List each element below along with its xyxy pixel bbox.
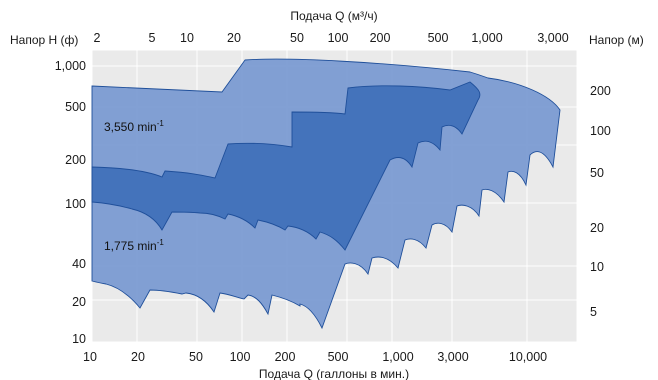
- top-axis-tick-label: 50: [290, 31, 304, 45]
- bottom-axis-tick-label: 500: [328, 350, 349, 364]
- bottom-axis-tick-label: 1,000: [382, 350, 413, 364]
- high-speed-label: 3,550 min-1: [104, 119, 164, 134]
- bottom-axis-tick-label: 10: [83, 350, 97, 364]
- right-axis-title: Напор (м): [589, 33, 644, 47]
- bottom-axis-tick-label: 200: [275, 350, 296, 364]
- right-axis-tick-label: 20: [590, 221, 604, 235]
- bottom-axis-title: Подача Q (галлоны в мин.): [259, 367, 409, 380]
- left-axis-tick-label: 1,000: [55, 59, 86, 73]
- region-3550-min: [91, 81, 481, 251]
- right-axis-tick-label: 50: [590, 166, 604, 180]
- left-axis-tick-label: 500: [65, 100, 86, 114]
- high-speed-label-exponent: -1: [157, 119, 165, 128]
- left-axis-tick-label: 40: [72, 257, 86, 271]
- bottom-axis-tick-label: 50: [189, 350, 203, 364]
- axis-ticks: 2 5 10 20 50 100 200 500 1,000 3,000 10 20 50 100 200 5…: [55, 31, 611, 364]
- left-axis-tick-label: 10: [72, 332, 86, 346]
- low-speed-label-value: 1,775 min: [104, 239, 157, 253]
- top-axis-tick-label: 3,000: [537, 31, 568, 45]
- top-axis-tick-label: 100: [328, 31, 349, 45]
- top-axis-tick-label: 1,000: [471, 31, 502, 45]
- high-speed-label-value: 3,550 min: [104, 120, 157, 134]
- top-axis-tick-label: 10: [180, 31, 194, 45]
- low-speed-label-exponent: -1: [157, 238, 165, 247]
- top-axis-title: Подача Q (м³/ч): [290, 9, 377, 23]
- right-axis-tick-label: 5: [590, 305, 597, 319]
- top-axis-tick-label: 2: [94, 31, 101, 45]
- top-axis-tick-label: 200: [370, 31, 391, 45]
- bottom-axis-tick-label: 20: [131, 350, 145, 364]
- right-axis-tick-label: 100: [590, 124, 611, 138]
- left-axis-tick-label: 20: [72, 295, 86, 309]
- low-speed-label: 1,775 min-1: [104, 238, 164, 253]
- top-axis-tick-label: 20: [227, 31, 241, 45]
- left-axis-tick-label: 200: [65, 153, 86, 167]
- left-axis-title: Напор H (ф): [10, 33, 78, 47]
- right-axis-tick-label: 10: [590, 260, 604, 274]
- top-axis-tick-label: 5: [149, 31, 156, 45]
- right-axis-tick-label: 200: [590, 84, 611, 98]
- bottom-axis-tick-label: 10,000: [509, 350, 547, 364]
- left-axis-tick-label: 100: [65, 197, 86, 211]
- top-axis-tick-label: 500: [428, 31, 449, 45]
- bottom-axis-tick-label: 3,000: [437, 350, 468, 364]
- bottom-axis-tick-label: 100: [230, 350, 251, 364]
